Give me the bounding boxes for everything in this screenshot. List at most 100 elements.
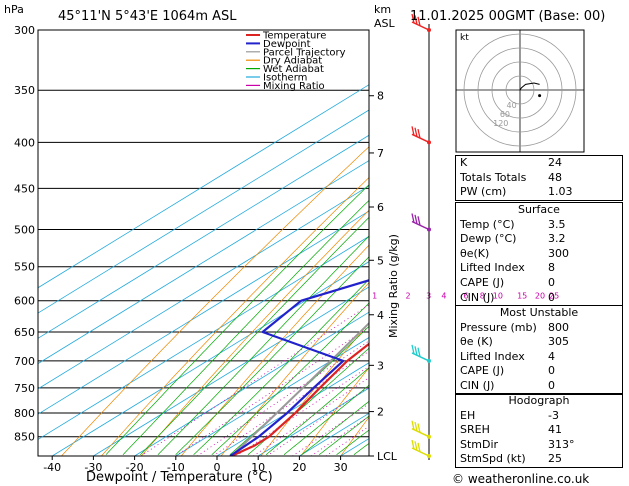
- surface-title: Surface: [518, 203, 560, 216]
- wind-barb-flag: [411, 13, 415, 24]
- asl-unit-label: ASL: [374, 17, 395, 30]
- legend-label: Dry Adiabat: [263, 56, 322, 67]
- wind-barb-flag: [414, 127, 418, 137]
- wind-barb-shaft: [411, 428, 430, 438]
- index-label: Temp (°C): [460, 217, 515, 231]
- temp-tick-label: 0: [214, 461, 221, 474]
- index-row: StmSpd (kt) 25: [456, 452, 622, 467]
- mixing-ratio-line: [197, 340, 369, 456]
- index-label: StmSpd (kt): [460, 452, 526, 466]
- temp-tick-label: -40: [43, 461, 61, 474]
- temp-tick-label: 30: [334, 461, 348, 474]
- hodograph-ring-label: 120: [493, 119, 508, 128]
- km-tick-label: 7: [377, 147, 384, 160]
- wind-barb-flag: [417, 216, 421, 226]
- pressure-tick-label: 650: [14, 326, 35, 339]
- index-label: CIN (J): [460, 290, 495, 304]
- index-row: CIN (J) 0: [456, 379, 622, 394]
- wind-barb-flag: [414, 421, 418, 432]
- hodograph-ring-label: 40: [507, 101, 517, 110]
- dry-adiabat-line: [61, 146, 369, 456]
- isotherm-line: [216, 362, 369, 456]
- dry-adiabat-line: [300, 367, 369, 456]
- km-tick-label: 3: [377, 359, 384, 372]
- temp-tick-label: 10: [251, 461, 265, 474]
- index-value: 4: [548, 349, 555, 363]
- legend-label: Temperature: [262, 31, 326, 42]
- km-tick-label: 6: [377, 201, 384, 214]
- wind-barb-shaft: [411, 447, 430, 457]
- wind-barb-flag: [414, 441, 418, 451]
- hodograph-trace: [519, 82, 540, 91]
- index-row: θe(K) 300: [456, 247, 622, 262]
- index-row: CAPE (J) 0: [456, 364, 622, 379]
- pressure-tick-label: 500: [14, 223, 35, 236]
- index-value: 48: [548, 170, 562, 184]
- mixing-ratio-label: 2: [406, 292, 411, 301]
- index-label: θe (K): [460, 335, 493, 349]
- legend-label: Parcel Trajectory: [263, 47, 346, 58]
- wind-barb-flag: [417, 16, 421, 26]
- index-label: Lifted Index: [460, 349, 525, 363]
- legend-label: Dewpoint: [263, 39, 311, 50]
- index-row: K 24: [456, 156, 622, 171]
- index-value: 0: [548, 290, 555, 304]
- pressure-tick-label: 550: [14, 261, 35, 274]
- wind-barb-shaft: [411, 133, 430, 144]
- isotherm-line: [38, 210, 369, 415]
- index-value: 1.03: [548, 185, 573, 199]
- km-tick-label: 5: [377, 254, 384, 267]
- wet-adiabat-line: [193, 278, 369, 455]
- index-row: Temp (°C) 3.5: [456, 218, 622, 233]
- wind-barb-flag: [417, 129, 421, 139]
- mixing-ratio-label: 6: [464, 292, 469, 301]
- wind-barb-flag: [411, 126, 415, 136]
- dry-adiabat-line: [101, 177, 369, 456]
- pressure-tick-label: 700: [14, 355, 35, 368]
- wind-barb-flag: [414, 346, 418, 356]
- temp-tick-label: -10: [167, 461, 185, 474]
- index-value: 8: [548, 261, 555, 275]
- index-label: Dewp (°C): [460, 232, 517, 246]
- index-label: EH: [460, 408, 476, 422]
- index-label: θe(K): [460, 246, 490, 260]
- hodograph-ring: [505, 75, 535, 105]
- index-row: Pressure (mb) 800: [456, 321, 622, 336]
- pressure-tick-label: 750: [14, 382, 35, 395]
- wet-adiabat-line: [283, 384, 369, 455]
- mixing-ratio-label: 25: [549, 292, 559, 301]
- index-row: Dewp (°C) 3.2: [456, 232, 622, 247]
- indices-hodo-table: Hodograph EH -3 SREH 41 StmDir 313° StmSpd (kt…: [455, 393, 623, 468]
- index-label: Lifted Index: [460, 261, 525, 275]
- index-row: θe (K) 305: [456, 335, 622, 350]
- index-label: CAPE (J): [460, 275, 505, 289]
- index-value: 41: [548, 423, 562, 437]
- parcel-trajectory-line: [230, 321, 369, 456]
- wind-barb-flag: [411, 213, 415, 223]
- index-row: CAPE (J) 0: [456, 276, 622, 291]
- wet-adiabat-line: [301, 400, 369, 455]
- index-value: 300: [548, 246, 569, 260]
- mixing-ratio-label: 8: [480, 292, 485, 301]
- temp-tick-label: 20: [292, 461, 306, 474]
- wind-barb-dot: [427, 28, 431, 32]
- dewpoint-line: [229, 279, 369, 456]
- index-label: Pressure (mb): [460, 320, 537, 334]
- indices-surface-table: Surface Temp (°C) 3.5 Dewp (°C) 3.2 θe(K) 300…: [455, 202, 623, 307]
- wind-barb-flag: [417, 347, 421, 357]
- wet-adiabat-line: [140, 216, 369, 455]
- indices-mu-table: Most Unstable Pressure (mb) 800 θe (K) 305 L…: [455, 305, 623, 395]
- mixing-ratio-label: 20: [535, 292, 545, 301]
- index-value: 0: [548, 378, 555, 392]
- wet-adiabat-line: [247, 347, 369, 455]
- wet-adiabat-line: [122, 199, 369, 455]
- isotherm-line: [51, 261, 369, 456]
- hodo-title: Hodograph: [508, 394, 570, 407]
- index-row: Lifted Index 8: [456, 261, 622, 276]
- index-value: 0: [548, 364, 555, 378]
- km-tick-label: 4: [377, 309, 384, 322]
- mixing-ratio-label: 4: [441, 292, 446, 301]
- datetime-title: 11.01.2025 00GMT (Base: 00): [410, 9, 606, 24]
- hodograph-ring: [463, 33, 577, 147]
